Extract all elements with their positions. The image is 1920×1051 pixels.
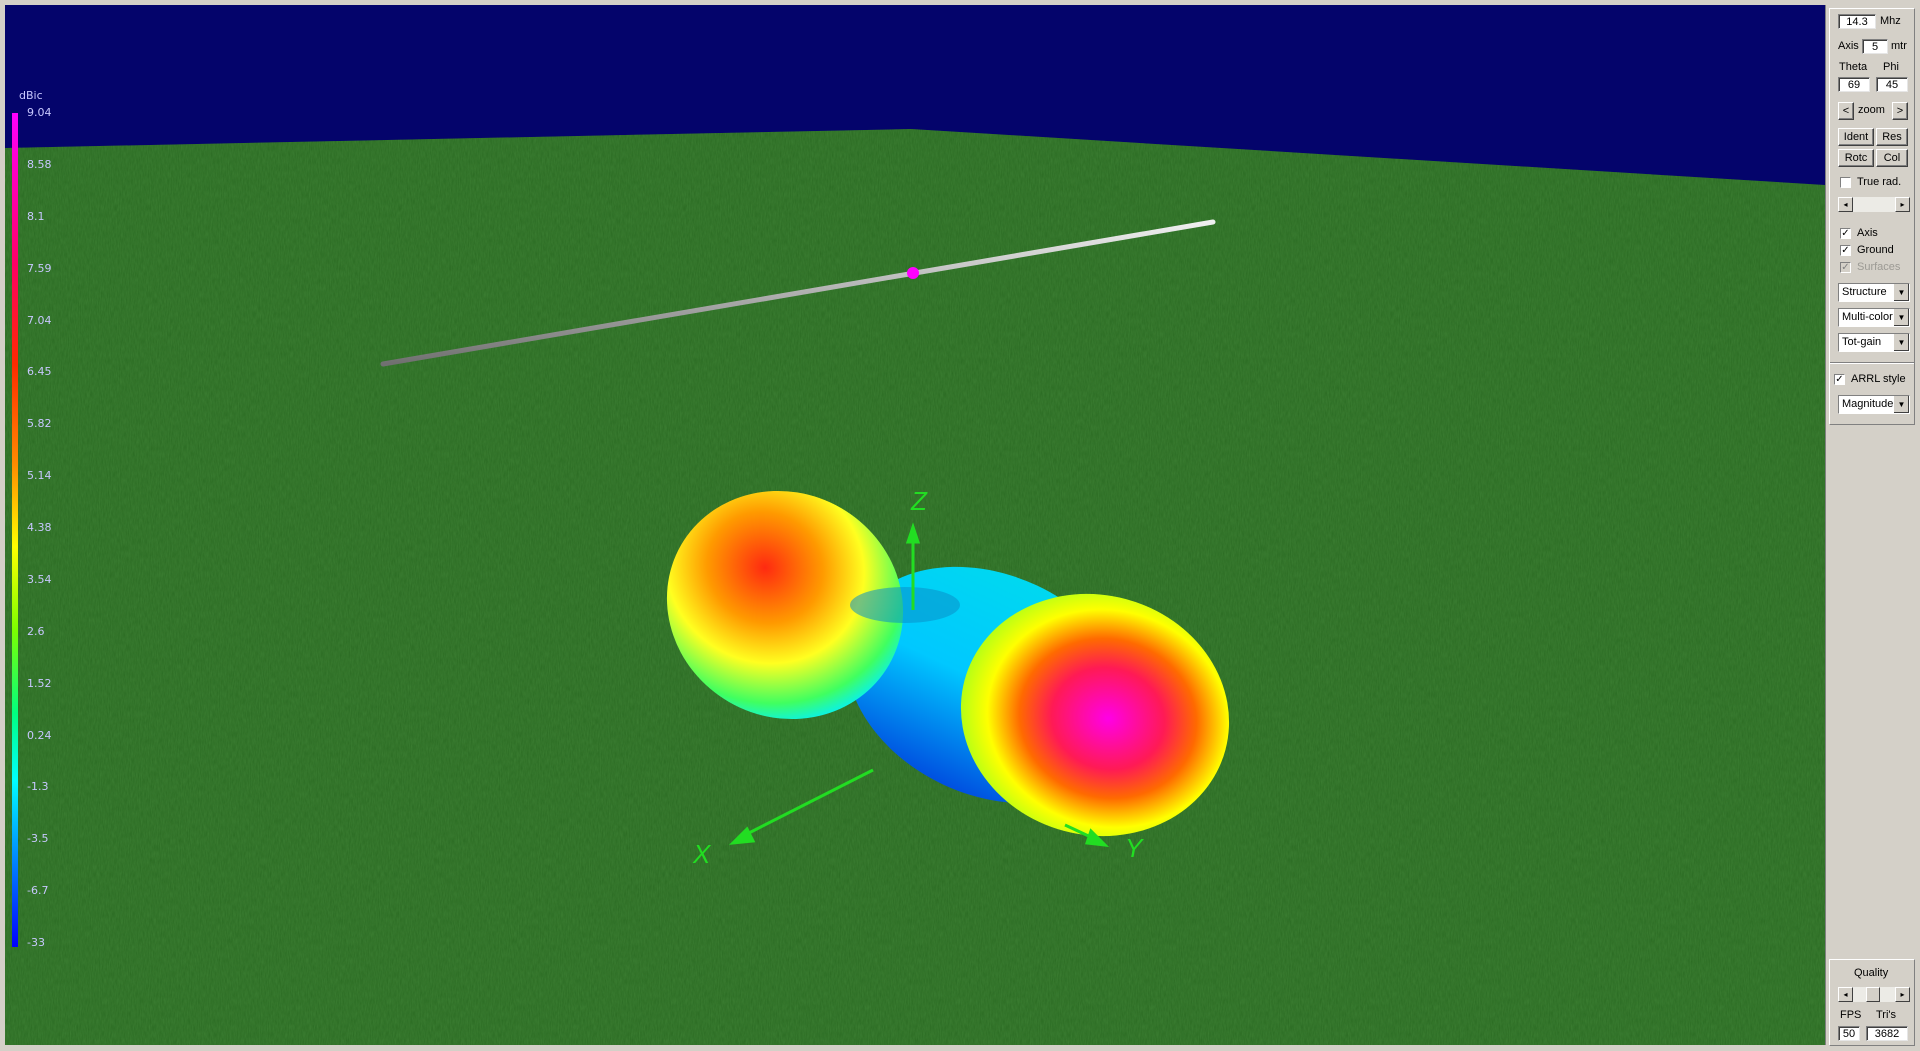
- quality-scrollbar[interactable]: ◂ ▸: [1838, 987, 1910, 1002]
- arrl-mode-select[interactable]: Magnitude ▼: [1838, 395, 1910, 414]
- chevron-down-icon[interactable]: ▼: [1893, 396, 1909, 413]
- legend-tick-label: 9.04: [27, 106, 52, 119]
- ground-check-label: Ground: [1857, 244, 1894, 256]
- radius-scrollbar[interactable]: ◂ ▸: [1838, 197, 1910, 212]
- arrl-style-label: ARRL style: [1851, 373, 1906, 385]
- scroll-right-icon[interactable]: ▸: [1895, 987, 1910, 1002]
- legend-tick-label: 5.14: [27, 469, 52, 483]
- axis-checkbox[interactable]: ✓: [1840, 228, 1851, 239]
- frequency-input[interactable]: 14.3: [1838, 14, 1876, 29]
- legend-tick-label: 8.58: [27, 157, 52, 171]
- col-button[interactable]: Col: [1876, 149, 1908, 167]
- ident-button[interactable]: Ident: [1838, 128, 1874, 146]
- legend-tick-label: 8.1: [27, 209, 45, 223]
- arrl-style-checkbox[interactable]: ✓: [1834, 374, 1845, 385]
- axis-arrows: [728, 522, 1110, 847]
- structure-select-value: Structure: [1842, 286, 1887, 298]
- zoom-out-button[interactable]: <: [1838, 102, 1854, 120]
- antenna-wire: [380, 219, 1216, 367]
- legend-tick-label: 7.04: [27, 313, 52, 327]
- legend-tick-label: 5.82: [27, 417, 52, 431]
- legend-tick-label: 6.45: [27, 365, 52, 379]
- legend-tick-label: 4.38: [27, 521, 52, 534]
- rotc-button[interactable]: Rotc: [1838, 149, 1874, 167]
- quality-group: Quality ◂ ▸ FPS Tri's 50 3682: [1829, 959, 1915, 1046]
- legend-tick-label: 3.54: [27, 572, 52, 586]
- zoom-in-button[interactable]: >: [1892, 102, 1908, 120]
- chevron-down-icon[interactable]: ▼: [1893, 284, 1909, 301]
- view-settings-group: 14.3 Mhz Axis 5 mtr Theta Phi 69 45 < zo…: [1829, 8, 1915, 425]
- chevron-down-icon[interactable]: ▼: [1893, 309, 1909, 326]
- legend-tick-label: 7.59: [27, 261, 52, 275]
- control-panel: 14.3 Mhz Axis 5 mtr Theta Phi 69 45 < zo…: [1829, 8, 1915, 1046]
- divider: [1830, 362, 1914, 364]
- frequency-unit: Mhz: [1880, 15, 1901, 27]
- axis-label-y: Y: [1125, 833, 1144, 863]
- color-mode-select-value: Multi-color: [1842, 311, 1893, 323]
- true-rad-checkbox[interactable]: [1840, 177, 1851, 188]
- scroll-right-icon[interactable]: ▸: [1895, 197, 1910, 212]
- true-rad-label: True rad.: [1857, 176, 1902, 188]
- quality-label: Quality: [1854, 967, 1889, 979]
- radiation-pattern-scene[interactable]: Z X Y: [5, 5, 1825, 1045]
- gain-type-select-value: Tot-gain: [1842, 336, 1882, 348]
- legend-tick-label: -6.7: [27, 884, 49, 898]
- radiation-lobe: [666, 490, 1230, 837]
- color-mode-select[interactable]: Multi-color ▼: [1838, 308, 1910, 327]
- phi-input[interactable]: 45: [1876, 77, 1908, 92]
- tris-value: 3682: [1866, 1026, 1908, 1041]
- legend-tick-label: -3.5: [27, 832, 49, 846]
- axis-label-x: X: [692, 839, 712, 869]
- scroll-left-icon[interactable]: ◂: [1838, 197, 1853, 212]
- res-button[interactable]: Res: [1876, 128, 1908, 146]
- arrl-mode-select-value: Magnitude: [1842, 398, 1894, 410]
- legend-tick-label: 1.52: [27, 676, 52, 690]
- feed-point: [907, 267, 919, 279]
- phi-label: Phi: [1883, 61, 1899, 73]
- fps-value: 50: [1838, 1026, 1860, 1041]
- zoom-label: zoom: [1858, 104, 1885, 116]
- legend-tick-label: 0.24: [27, 728, 52, 742]
- chevron-down-icon[interactable]: ▼: [1893, 334, 1909, 351]
- legend-tick-label: -1.3: [27, 780, 49, 794]
- axis-check-label: Axis: [1857, 227, 1878, 239]
- quality-slider-thumb[interactable]: [1866, 987, 1880, 1002]
- legend-tick-label: -33: [27, 936, 45, 949]
- axis-length-label: Axis: [1838, 40, 1859, 52]
- color-scale-bar: [12, 113, 18, 947]
- surfaces-checkbox: ✓: [1840, 262, 1851, 273]
- ground-checkbox[interactable]: ✓: [1840, 245, 1851, 256]
- legend-unit: dBic: [19, 89, 43, 102]
- theta-label: Theta: [1839, 61, 1868, 73]
- theta-input[interactable]: 69: [1838, 77, 1870, 92]
- axis-length-unit: mtr: [1891, 40, 1907, 52]
- tris-label: Tri's: [1876, 1009, 1897, 1021]
- axis-length-input[interactable]: 5: [1862, 39, 1888, 54]
- fps-label: FPS: [1840, 1009, 1862, 1021]
- axis-label-z: Z: [910, 486, 928, 516]
- gain-type-select[interactable]: Tot-gain ▼: [1838, 333, 1910, 352]
- structure-select[interactable]: Structure ▼: [1838, 283, 1910, 302]
- scroll-left-icon[interactable]: ◂: [1838, 987, 1853, 1002]
- surfaces-check-label: Surfaces: [1857, 261, 1901, 273]
- 3d-viewport[interactable]: Z X Y dBic 9.04 8.58 8.1 7.59 7.04 6.45 5.82 5.…: [5, 5, 1826, 1045]
- legend-tick-label: 2.6: [27, 624, 45, 638]
